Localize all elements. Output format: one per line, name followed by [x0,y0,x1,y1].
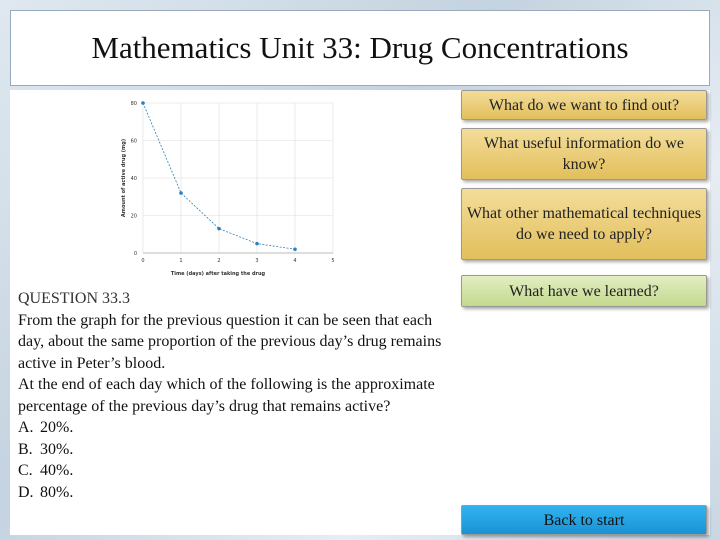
y-tick-label: 60 [131,139,137,145]
button[interactable]: What useful information do we know? [461,128,707,180]
point [293,247,297,252]
x-tick-label: 5 [331,258,334,264]
slide-title: Mathematics Unit 33: Drug Concentrations [10,10,710,86]
option: A. 20%. [18,417,458,439]
point [217,226,221,231]
chart: 0 20 40 60 80 0 1 2 3 4 5 Time (days) after taking … [121,101,335,277]
y-tick-label: 20 [131,214,137,220]
button[interactable]: What other mathematical techniques do we… [461,188,707,260]
x-tick-label: 0 [141,258,144,264]
option-text: 20%. [40,419,74,436]
point [255,241,259,246]
content-panel: 0 20 40 60 80 0 1 2 3 4 5 Time (days) after taking … [10,90,710,535]
option-letter: C. [18,462,33,479]
options: A. 20%. B. 30%. C. 40%. D. 80%. [18,417,458,503]
x-tick-label: 1 [179,258,182,264]
question-paragraph: At the end of each day which of the foll… [18,376,435,415]
x-tick-label: 3 [255,258,258,264]
option-letter: B. [18,440,33,458]
question: QUESTION 33.3 From the graph for the pre… [18,288,458,503]
point [141,101,145,105]
button[interactable]: Back to start [461,505,707,535]
button[interactable]: What have we learned? [461,275,707,307]
question-paragraph: From the graph for the previous question… [18,311,442,372]
option: D. 80%. [18,482,458,504]
option-text: 40%. [40,462,74,479]
line [142,102,296,250]
option-letter: A. [18,419,34,436]
option-letter: D. [18,483,34,501]
option: C. 40%. [18,460,458,482]
option-text: 30%. [40,440,74,458]
y-tick-label: 40 [131,176,137,182]
option: B. 30%. [18,439,458,461]
button[interactable]: What do we want to find out? [461,90,707,120]
x-tick-label: 4 [293,258,296,264]
y-tick-label: 80 [131,101,137,107]
y-axis-label: Amount of active drug (mg) [121,139,127,217]
y-tick-label: 0 [134,251,137,257]
point [179,191,183,195]
x-tick-label: 2 [217,258,220,264]
option-text: 80%. [40,483,74,501]
x-axis-label: Time (days) after taking the drug [171,271,266,277]
question-heading: QUESTION 33.3 [18,290,130,307]
